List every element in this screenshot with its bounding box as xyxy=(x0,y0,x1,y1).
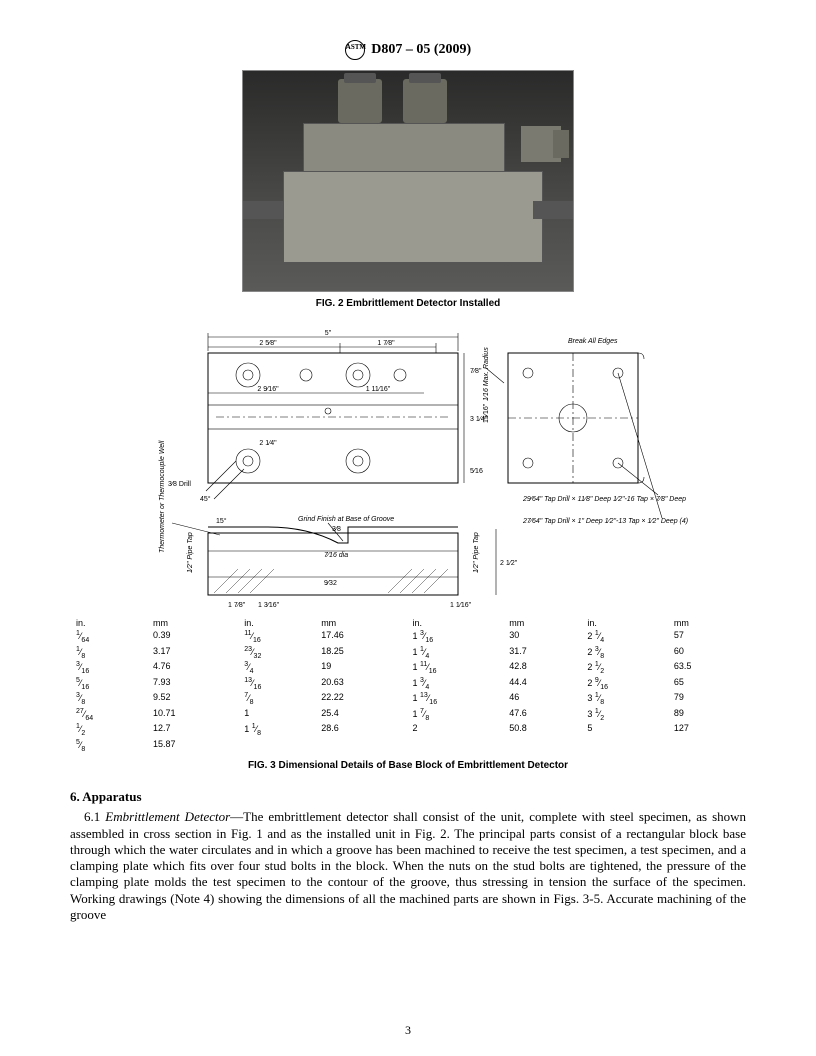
svg-text:9⁄32: 9⁄32 xyxy=(324,580,337,587)
para-term: Embrittlement Detector xyxy=(105,809,230,824)
table-row: 3⁄89.527⁄822.221 13⁄16463 1⁄879 xyxy=(70,692,746,708)
dimension-conversion-table: in. mm in. mm in. mm in. mm 1⁄640.3911⁄1… xyxy=(70,617,746,754)
col-in: in. xyxy=(238,617,315,630)
svg-text:2 5⁄8": 2 5⁄8" xyxy=(259,340,277,347)
svg-text:1⁄2" Pipe Tap: 1⁄2" Pipe Tap xyxy=(473,532,480,573)
col-in: in. xyxy=(581,617,668,630)
figure-3-drawing: 3⁄8 Drill 45° 5" 2 5⁄8" 1 7⁄8" 2 9⁄16" 1… xyxy=(128,323,688,613)
para-number: 6.1 xyxy=(84,809,105,824)
table-row: 1⁄640.3911⁄1617.461 3⁄16302 1⁄457 xyxy=(70,630,746,646)
svg-text:29⁄64" Tap Drill × 11⁄8" Deep: 29⁄64" Tap Drill × 11⁄8" Deep 1⁄2"-16 Ta… xyxy=(522,496,688,503)
col-in: in. xyxy=(406,617,503,630)
svg-text:2 9⁄16": 2 9⁄16" xyxy=(257,386,279,393)
figure-2-photo xyxy=(242,70,574,292)
svg-text:1⁄16 Max. Radius: 1⁄16 Max. Radius xyxy=(483,347,490,401)
stud-bolt-icon xyxy=(403,79,447,123)
svg-text:27⁄64" Tap Drill × 1" Deep 1⁄2: 27⁄64" Tap Drill × 1" Deep 1⁄2"-13 Tap ×… xyxy=(522,518,688,525)
svg-text:15°: 15° xyxy=(216,517,227,525)
figure-2-caption: FIG. 2 Embrittlement Detector Installed xyxy=(70,298,746,309)
stud-bolt-icon xyxy=(338,79,382,123)
col-in: in. xyxy=(70,617,147,630)
svg-text:5⁄16: 5⁄16 xyxy=(470,468,483,475)
para-body: —The embrittlement detector shall consis… xyxy=(70,809,746,922)
pipe-left-icon xyxy=(243,201,283,219)
svg-text:2 1⁄2": 2 1⁄2" xyxy=(500,560,518,567)
page-number: 3 xyxy=(0,1023,816,1038)
svg-text:1 1⁄16": 1 1⁄16" xyxy=(450,602,472,609)
table-row: 27⁄6410.71125.41 7⁄847.63 1⁄289 xyxy=(70,708,746,724)
drill-label: 3⁄8 Drill xyxy=(168,481,191,488)
pipe-right-icon xyxy=(533,201,573,219)
table-header-row: in. mm in. mm in. mm in. mm xyxy=(70,617,746,630)
svg-text:7⁄8": 7⁄8" xyxy=(470,368,482,375)
angle-45: 45° xyxy=(200,495,211,503)
svg-text:3⁄8: 3⁄8 xyxy=(332,526,341,533)
svg-text:1 7⁄8": 1 7⁄8" xyxy=(377,340,395,347)
table-row: 1⁄83.1723⁄3218.251 1⁄431.72 3⁄860 xyxy=(70,646,746,662)
table-row: 5⁄815.87 xyxy=(70,739,746,755)
svg-text:5": 5" xyxy=(325,330,332,337)
base-block-icon xyxy=(283,171,543,263)
astm-logo-icon: ASTM xyxy=(345,40,365,60)
svg-text:Break All Edges: Break All Edges xyxy=(568,338,618,345)
clamping-plate-icon xyxy=(303,123,505,173)
svg-text:1 11⁄16": 1 11⁄16" xyxy=(366,386,391,393)
section-6-1-paragraph: 6.1 Embrittlement Detector—The embrittle… xyxy=(70,809,746,923)
figure-3-caption: FIG. 3 Dimensional Details of Base Block… xyxy=(70,760,746,771)
table-row: 3⁄164.763⁄4191 11⁄1642.82 1⁄263.5 xyxy=(70,661,746,677)
svg-text:15⁄16": 15⁄16" xyxy=(483,403,490,423)
table-row: 1⁄212.71 1⁄828.6250.85127 xyxy=(70,723,746,739)
standard-designation: D807 – 05 (2009) xyxy=(371,42,471,57)
svg-text:7⁄16 dia: 7⁄16 dia xyxy=(324,552,348,559)
page-header: ASTM D807 – 05 (2009) xyxy=(70,40,746,60)
col-mm: mm xyxy=(503,617,581,630)
section-6-heading: 6. Apparatus xyxy=(70,789,746,805)
col-mm: mm xyxy=(315,617,406,630)
svg-text:1 7⁄8": 1 7⁄8" xyxy=(228,602,246,609)
svg-text:1⁄2" Pipe Tap: 1⁄2" Pipe Tap xyxy=(187,532,194,573)
svg-text:Grind Finish at Base of Groove: Grind Finish at Base of Groove xyxy=(298,516,394,523)
svg-text:2 1⁄4": 2 1⁄4" xyxy=(259,440,277,447)
col-mm: mm xyxy=(147,617,238,630)
svg-text:1 3⁄16": 1 3⁄16" xyxy=(258,602,280,609)
col-mm: mm xyxy=(668,617,746,630)
svg-text:Thermometer or Thermocouple We: Thermometer or Thermocouple Well xyxy=(159,440,166,553)
side-bolt-icon xyxy=(521,126,561,162)
table-row: 5⁄167.9313⁄1620.631 3⁄444.42 9⁄1665 xyxy=(70,677,746,693)
